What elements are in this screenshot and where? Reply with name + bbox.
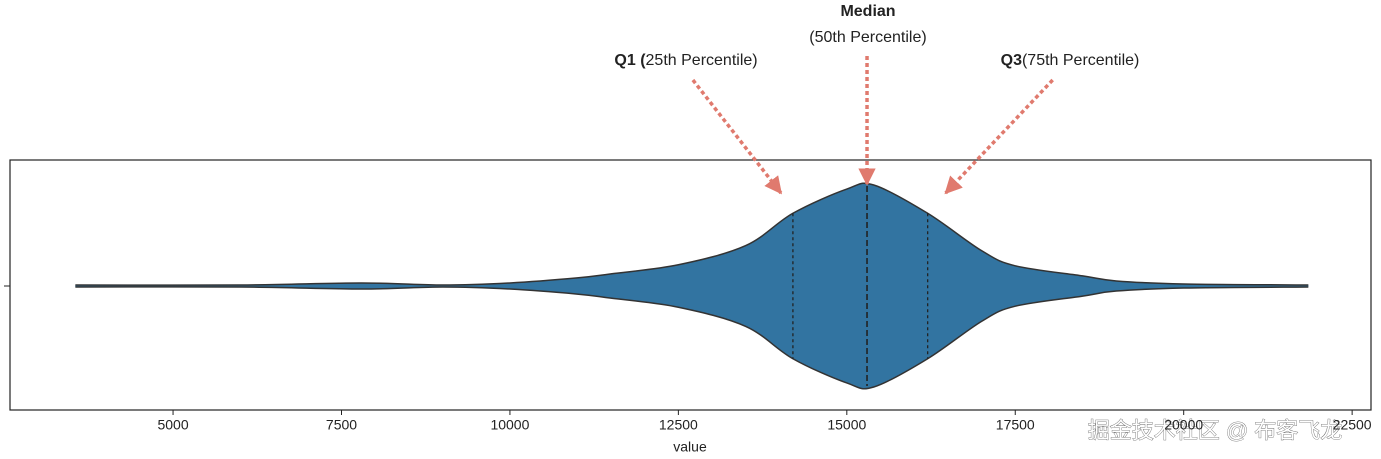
x-tick-label: 17500	[996, 417, 1035, 433]
watermark: 掘金技术社区 @ 布客飞龙	[1088, 418, 1343, 443]
annotation-text: (75th Percentile)	[1022, 52, 1139, 69]
annotation-title: Median	[840, 3, 895, 20]
annotation: Q1 (25th Percentile)	[614, 52, 757, 69]
annotation: Q3(75th Percentile)	[1001, 52, 1140, 69]
annotation-text: 25th Percentile)	[646, 52, 758, 69]
x-tick-label: 10000	[490, 417, 529, 433]
x-axis-label: value	[673, 439, 707, 455]
annotation-title: Q1 (	[614, 52, 646, 69]
annotation-text: (50th Percentile)	[809, 29, 926, 46]
violin-body	[75, 183, 1309, 389]
x-tick-label: 7500	[326, 417, 357, 433]
x-tick-label: 15000	[827, 417, 866, 433]
violin-outline-upper	[75, 182, 1309, 286]
axes-frame	[9, 159, 1372, 411]
x-tick-label: 12500	[659, 417, 698, 433]
x-tick-label: 20000	[1164, 417, 1203, 433]
violin-outline-lower	[75, 286, 1309, 390]
annotation-arrow	[691, 78, 783, 195]
x-tick-label: 5000	[157, 417, 188, 433]
x-tick-label: 22500	[1333, 417, 1372, 433]
annotation-title: Q3	[1001, 52, 1022, 69]
annotation-arrow	[944, 78, 1054, 195]
